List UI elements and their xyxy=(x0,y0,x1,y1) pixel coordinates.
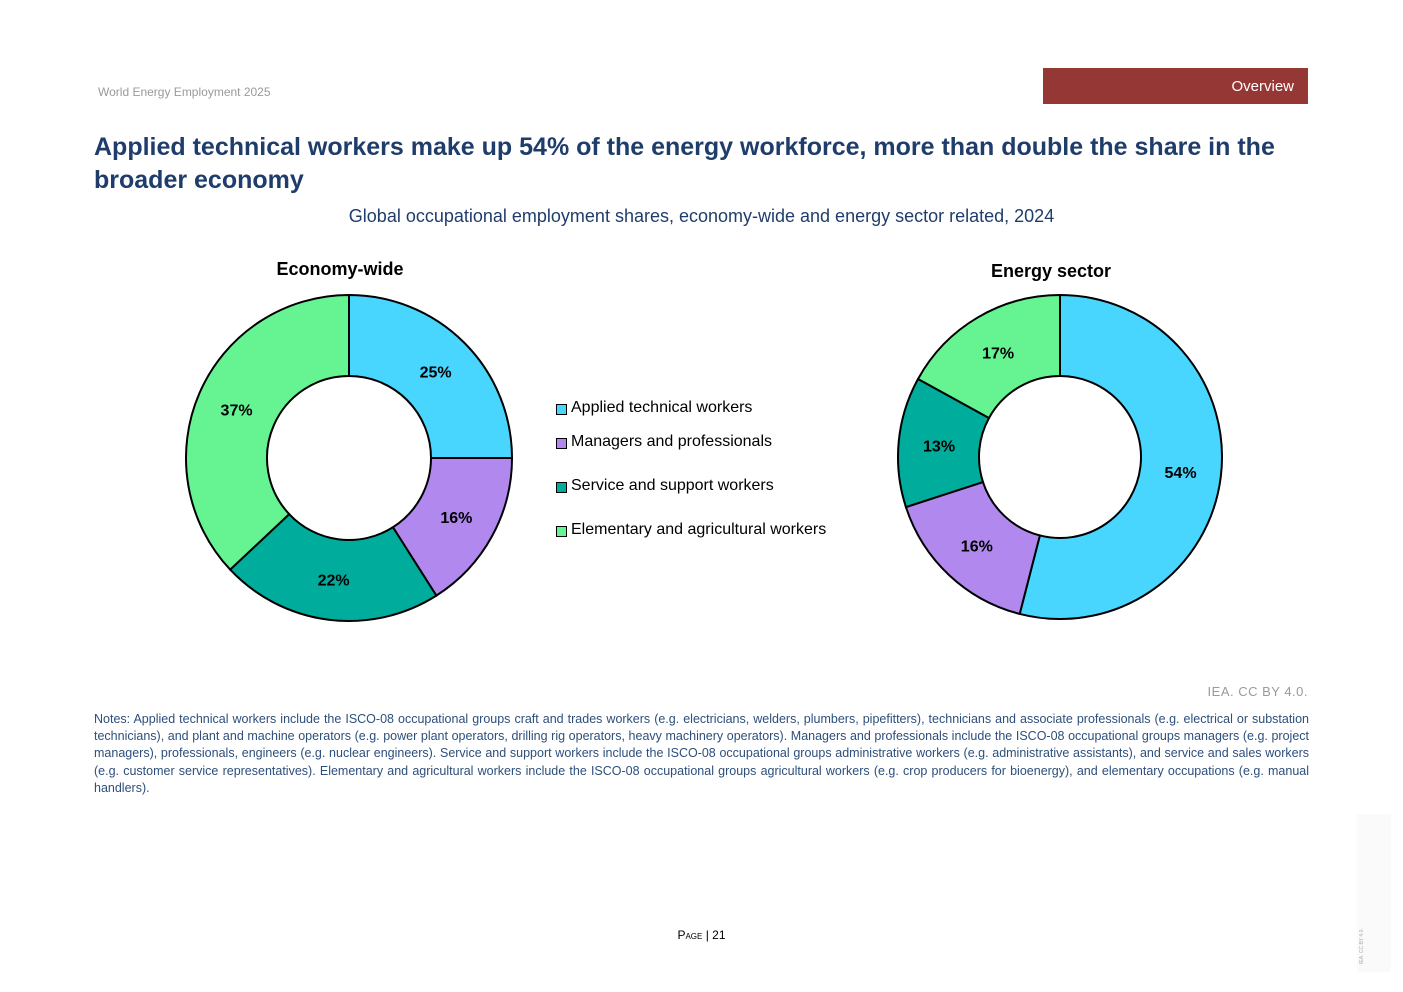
section-tab[interactable]: Overview xyxy=(1043,68,1308,104)
legend-item: Applied technical workers xyxy=(556,396,826,420)
side-watermark-text: IEA. CC BY 4.0. xyxy=(1359,928,1365,964)
donut-slice xyxy=(916,293,1061,420)
page-number-value: 21 xyxy=(712,928,726,942)
donut-slice xyxy=(904,480,1042,616)
legend-label: Service and support workers xyxy=(571,477,774,494)
page-label: Page xyxy=(677,928,703,942)
donut-slice xyxy=(185,293,350,571)
data-label: 22% xyxy=(318,573,350,590)
donut-chart-economy-wide: Economy-wide 25% 16% 22% 37% xyxy=(185,259,514,622)
chart-title: Energy sector xyxy=(991,261,1111,281)
donut-slice xyxy=(1018,293,1223,620)
donut-slice xyxy=(348,293,514,459)
data-label: 13% xyxy=(923,439,955,456)
legend-swatch xyxy=(556,437,567,449)
report-title: World Energy Employment 2025 xyxy=(98,85,271,99)
page-number: Page | 21 xyxy=(0,928,1403,942)
donut-slice xyxy=(391,457,514,598)
donut-slice xyxy=(228,512,438,622)
legend-label: Elementary and agricultural workers xyxy=(571,521,827,538)
chart-title: Economy-wide xyxy=(276,259,403,279)
donut-chart-energy-sector: Energy sector 54% 16% 13% 17% xyxy=(897,261,1223,620)
chart-notes: Notes: Applied technical workers include… xyxy=(94,712,1309,795)
page-separator: | xyxy=(705,928,709,942)
data-label: 17% xyxy=(982,345,1014,362)
data-label: 25% xyxy=(420,364,452,381)
legend-label: Applied technical workers xyxy=(571,399,753,416)
legend-swatch xyxy=(556,525,567,537)
chart-legend: Applied technical workers Managers and p… xyxy=(556,396,826,552)
legend-swatch xyxy=(556,403,567,415)
legend-item: Managers and professionals xyxy=(556,420,826,464)
chart-subtitle: Global occupational employment shares, e… xyxy=(348,206,1055,226)
legend-swatch xyxy=(556,481,567,493)
data-label: 16% xyxy=(961,539,993,556)
page-title: Applied technical workers make up 54% of… xyxy=(94,133,1275,194)
data-label: 37% xyxy=(221,402,253,419)
data-label: 16% xyxy=(440,510,472,527)
legend-label: Managers and professionals xyxy=(571,433,773,450)
data-label: 54% xyxy=(1165,465,1197,482)
side-watermark: IEA. CC BY 4.0. xyxy=(1357,814,1391,972)
source-credit: IEA. CC BY 4.0. xyxy=(1207,684,1308,699)
legend-item: Elementary and agricultural workers xyxy=(556,508,826,552)
legend-item: Service and support workers xyxy=(556,464,826,508)
